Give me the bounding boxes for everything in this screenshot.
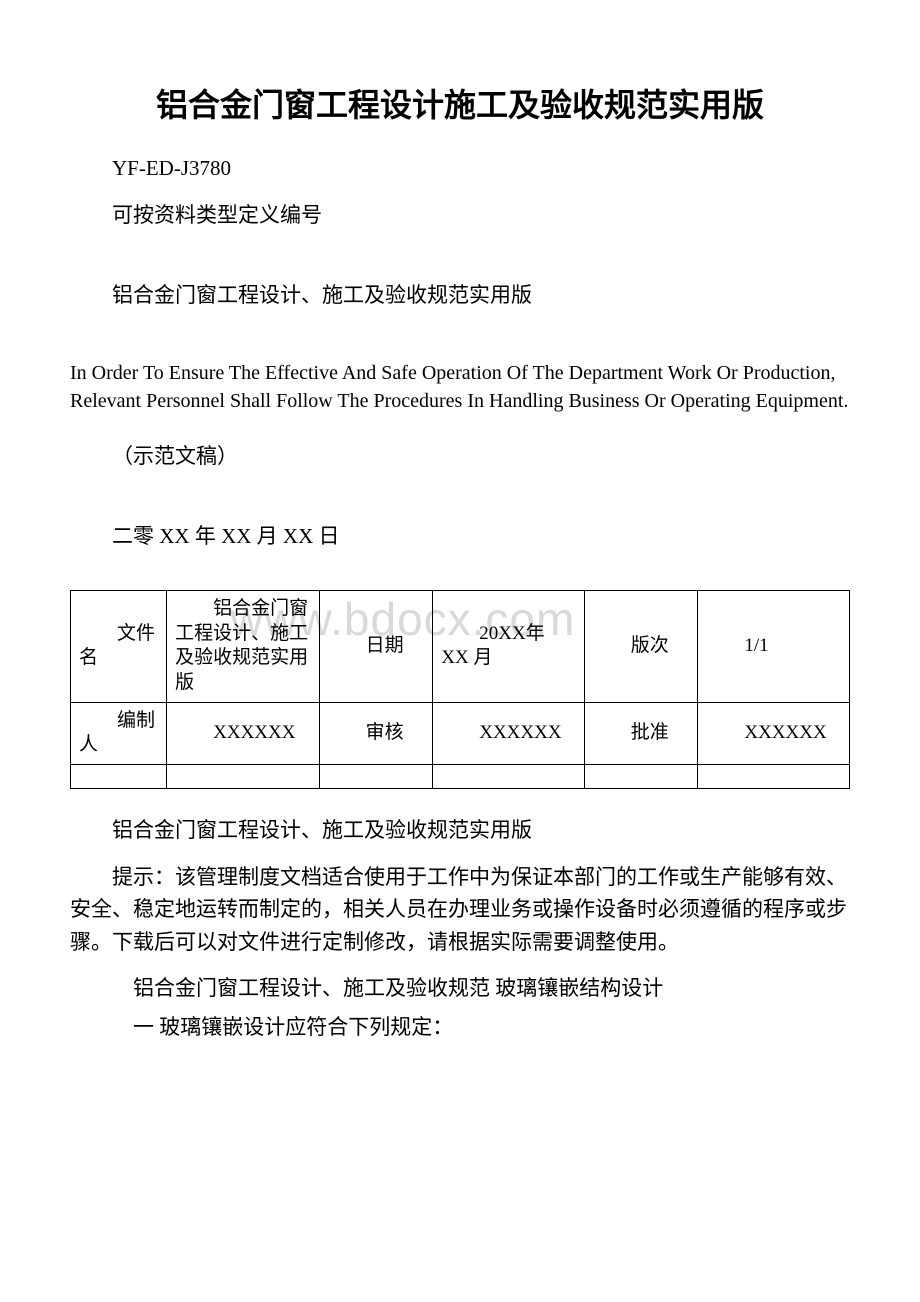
table-cell-value: 1/1 <box>698 591 850 703</box>
table-cell-empty <box>319 765 433 789</box>
table-cell-value: XXXXXX <box>167 702 320 764</box>
table-cell-label: 审核 <box>319 702 433 764</box>
main-title: 铝合金门窗工程设计施工及验收规范实用版 <box>70 80 850 126</box>
table-cell-empty <box>584 765 698 789</box>
table-row: 编制人 XXXXXX 审核 XXXXXX 批准 XXXXXX <box>71 702 850 764</box>
table-row: 文件名 铝合金门窗工程设计、施工及验收规范实用版 日期 20XX年 XX 月 版… <box>71 591 850 703</box>
table-cell-label: 版次 <box>584 591 698 703</box>
body-paragraph: 提示：该管理制度文档适合使用于工作中为保证本部门的工作或生产能够有效、安全、稳定… <box>70 861 850 959</box>
body-paragraph: 铝合金门窗工程设计、施工及验收规范 玻璃镶嵌结构设计 <box>70 972 850 1005</box>
table-cell-label: 文件名 <box>71 591 167 703</box>
table-cell-label: 批准 <box>584 702 698 764</box>
table-cell-empty <box>167 765 320 789</box>
subtitle-text: 铝合金门窗工程设计、施工及验收规范实用版 <box>70 279 850 309</box>
table-cell-empty <box>433 765 585 789</box>
date-text: 二零 XX 年 XX 月 XX 日 <box>70 520 850 550</box>
english-description: In Order To Ensure The Effective And Saf… <box>70 359 850 415</box>
table-cell-empty <box>71 765 167 789</box>
definition-text: 可按资料类型定义编号 <box>70 199 850 229</box>
table-cell-value: 铝合金门窗工程设计、施工及验收规范实用版 <box>167 591 320 703</box>
table-cell-value: 20XX年 XX 月 <box>433 591 585 703</box>
sample-label: （示范文稿） <box>70 440 850 470</box>
body-paragraph: 一 玻璃镶嵌设计应符合下列规定： <box>70 1011 850 1044</box>
table-row <box>71 765 850 789</box>
info-table: 文件名 铝合金门窗工程设计、施工及验收规范实用版 日期 20XX年 XX 月 版… <box>70 590 850 789</box>
table-cell-label: 日期 <box>319 591 433 703</box>
table-cell-empty <box>698 765 850 789</box>
table-cell-value: XXXXXX <box>433 702 585 764</box>
body-paragraph: 铝合金门窗工程设计、施工及验收规范实用版 <box>70 814 850 847</box>
document-id: YF-ED-J3780 <box>70 156 850 181</box>
table-cell-label: 编制人 <box>71 702 167 764</box>
table-cell-value: XXXXXX <box>698 702 850 764</box>
